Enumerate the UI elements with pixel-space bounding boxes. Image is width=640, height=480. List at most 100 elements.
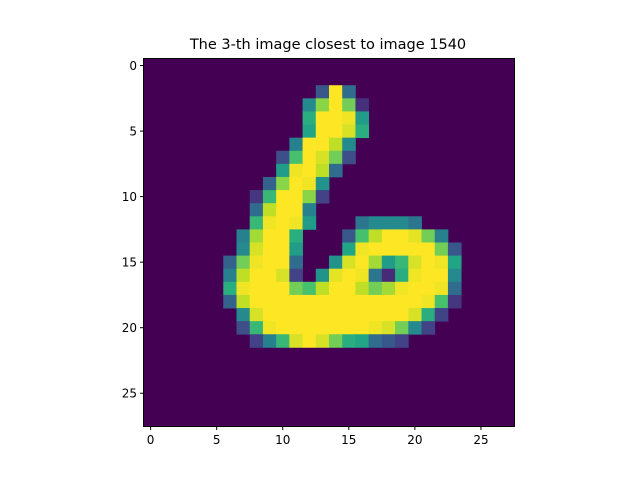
heatmap-cell <box>342 124 356 139</box>
heatmap-cell <box>355 98 370 112</box>
heatmap-cell <box>236 255 251 270</box>
heatmap-cell <box>355 294 370 309</box>
heatmap-cell <box>276 216 290 230</box>
x-tick-label: 15 <box>341 433 356 447</box>
heatmap-cell <box>329 150 343 165</box>
heatmap-cell <box>249 281 264 296</box>
heatmap-cell <box>329 85 343 99</box>
heatmap-cell <box>302 163 317 178</box>
heatmap-cell <box>262 242 277 257</box>
heatmap-cell <box>329 268 343 283</box>
heatmap-cell <box>302 216 317 230</box>
heatmap-cell <box>302 111 317 125</box>
heatmap-cell <box>447 242 462 257</box>
heatmap-cell <box>381 334 396 348</box>
heatmap-cell <box>395 229 409 243</box>
heatmap-cell <box>289 268 303 283</box>
heatmap-image <box>144 59 514 426</box>
heatmap-cell <box>289 190 303 204</box>
heatmap-cell <box>434 268 449 283</box>
heatmap-cell <box>408 229 422 243</box>
heatmap-cell <box>395 242 409 257</box>
heatmap-cell <box>223 255 237 270</box>
heatmap-cell <box>395 268 409 283</box>
heatmap-cell <box>368 281 383 296</box>
heatmap-cell <box>249 216 264 230</box>
heatmap-cell <box>355 321 370 335</box>
heatmap-cell <box>302 281 317 296</box>
heatmap-cell <box>249 308 264 322</box>
heatmap-cell <box>262 190 277 204</box>
heatmap-cell <box>276 308 290 322</box>
heatmap-cell <box>276 203 290 217</box>
heatmap-cell <box>329 111 343 125</box>
heatmap-cell <box>342 150 356 165</box>
heatmap-cell <box>302 98 317 112</box>
y-tick-label: 25 <box>122 387 137 401</box>
heatmap-cell <box>434 281 449 296</box>
heatmap-cell <box>355 281 370 296</box>
heatmap-cell <box>302 190 317 204</box>
heatmap-cell <box>249 268 264 283</box>
heatmap-cell <box>381 242 396 257</box>
heatmap-cell <box>408 268 422 283</box>
heatmap-cell <box>249 203 264 217</box>
heatmap-cell <box>262 176 277 191</box>
heatmap-cell <box>421 268 436 283</box>
heatmap-cell <box>342 281 356 296</box>
heatmap-cell <box>342 137 356 152</box>
heatmap-cell <box>315 190 330 204</box>
heatmap-cell <box>249 242 264 257</box>
heatmap-cell <box>276 190 290 204</box>
heatmap-cell <box>262 294 277 309</box>
heatmap-cell <box>421 255 436 270</box>
heatmap-cell <box>289 203 303 217</box>
x-tick-label: 25 <box>473 433 488 447</box>
heatmap-cell <box>276 281 290 296</box>
heatmap-cell <box>249 294 264 309</box>
heatmap-cell <box>302 334 317 348</box>
heatmap-cell <box>342 294 356 309</box>
y-tick-label: 10 <box>122 190 137 204</box>
heatmap-cell <box>289 242 303 257</box>
heatmap-cell <box>236 308 251 322</box>
y-tick-label: 15 <box>122 256 137 270</box>
heatmap-cell <box>342 85 356 99</box>
heatmap-cell <box>236 229 251 243</box>
heatmap-cell <box>289 176 303 191</box>
heatmap-cell <box>223 268 237 283</box>
heatmap-cell <box>329 294 343 309</box>
heatmap-cell <box>368 242 383 257</box>
heatmap-cell <box>381 321 396 335</box>
heatmap-cell <box>262 255 277 270</box>
heatmap-cell <box>289 163 303 178</box>
heatmap-cell <box>421 229 436 243</box>
heatmap-cell <box>395 308 409 322</box>
heatmap-cell <box>408 216 422 230</box>
y-tick-label: 20 <box>122 321 137 335</box>
heatmap-cell <box>236 268 251 283</box>
heatmap-cell <box>368 334 383 348</box>
heatmap-cell <box>355 308 370 322</box>
heatmap-cell <box>381 281 396 296</box>
heatmap-cell <box>249 321 264 335</box>
heatmap-cell <box>276 229 290 243</box>
heatmap-cell <box>276 176 290 191</box>
heatmap-cell <box>315 111 330 125</box>
heatmap-cell <box>355 268 370 283</box>
heatmap-cell <box>329 334 343 348</box>
heatmap-cell <box>315 268 330 283</box>
heatmap-cell <box>342 268 356 283</box>
heatmap-cell <box>368 321 383 335</box>
heatmap-cell <box>355 229 370 243</box>
heatmap-cell <box>289 255 303 270</box>
heatmap-cell <box>302 203 317 217</box>
heatmap-cell <box>249 229 264 243</box>
heatmap-cell <box>315 98 330 112</box>
heatmap-cell <box>434 242 449 257</box>
heatmap-cell <box>447 281 462 296</box>
heatmap-cell <box>289 334 303 348</box>
heatmap-cell <box>315 85 330 99</box>
heatmap-cell <box>355 242 370 257</box>
heatmap-cell <box>236 321 251 335</box>
